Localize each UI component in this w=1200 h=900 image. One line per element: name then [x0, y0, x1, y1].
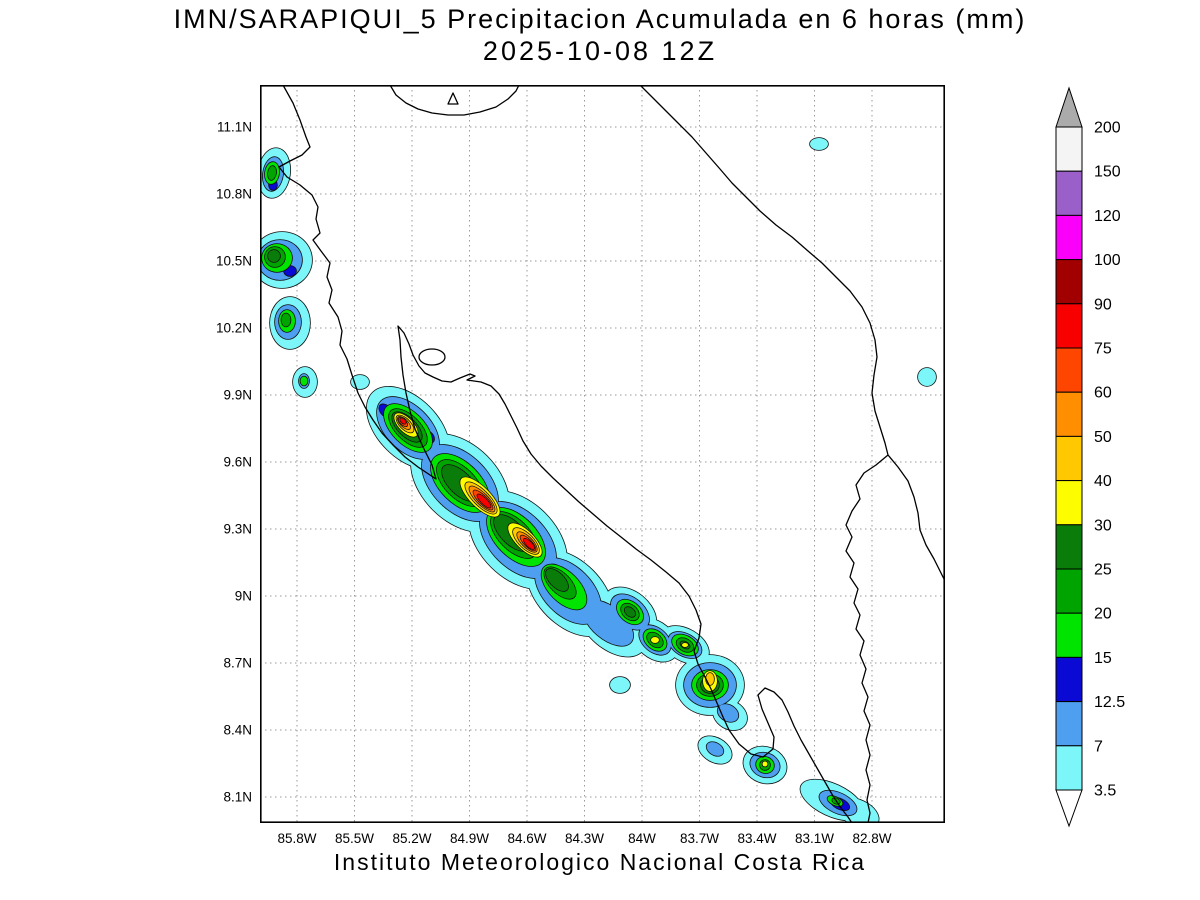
precip-cell-75-90: [400, 418, 406, 424]
island-triangle: [447, 92, 459, 105]
colorbar-segment: [1055, 259, 1083, 305]
lon-tick-label: 83.4W: [737, 831, 777, 846]
lon-tick-label: 83.7W: [679, 831, 720, 846]
colorbar-label: 25: [1094, 562, 1112, 579]
precip-cell-3.5-7: [810, 138, 828, 150]
precip-cell-40-50: [706, 673, 714, 685]
colorbar-segment: [1055, 524, 1083, 570]
precip-cell-30-40: [762, 761, 768, 767]
precip-cell-30-40: [682, 643, 688, 647]
colorbar-segment: [1055, 701, 1083, 747]
chart-subtitle-datetime: 2025-10-08 12Z: [482, 36, 718, 66]
lon-tick-label: 84.9W: [449, 831, 490, 846]
lat-tick-label: 8.7N: [223, 655, 252, 671]
colorbar-label: 40: [1094, 473, 1112, 490]
lat-tick-label: 10.5N: [215, 253, 252, 269]
lat-tick-label: 9.3N: [223, 521, 252, 537]
chart-title: IMN/SARAPIQUI_5 Precipitacion Acumulada …: [173, 4, 1027, 34]
colorbar-segment: [1055, 656, 1083, 703]
colorbar-label: 3.5: [1094, 783, 1116, 800]
colorbar-segment: [1055, 480, 1083, 526]
colorbar-segment: [1055, 347, 1083, 393]
footer-attribution: Instituto Meteorologico Nacional Costa R…: [333, 849, 867, 875]
colorbar-segment: [1055, 170, 1083, 216]
colorbar-segment: [1055, 612, 1083, 658]
colorbar-segment: [1055, 214, 1083, 261]
lon-tick-label: 84.3W: [564, 831, 605, 846]
precipitation-shading: [251, 137, 937, 829]
colorbar-label: 150: [1094, 164, 1121, 181]
precip-cell-20-25: [281, 313, 291, 327]
map-canvas: [251, 84, 946, 829]
precip-cell-75-90: [477, 494, 491, 508]
colorbar-scale: 200 150 120 100 90 75 60 50 40 30 25 20 15 12.5 7 3.5: [1055, 86, 1125, 828]
coastline-caribbean-border: [639, 84, 889, 824]
colorbar-segment: [1055, 435, 1083, 482]
precip-cell-7-12.5: [582, 600, 634, 646]
colorbar-segment: [1055, 303, 1083, 349]
precip-cell-20-25: [267, 166, 277, 180]
precip-cell-25-30: [545, 568, 569, 592]
coastline-layer: [260, 84, 946, 824]
lon-tick-label: 83.1W: [794, 831, 835, 846]
lon-tick-label: 82.8W: [852, 831, 892, 846]
chira-island: [418, 348, 446, 366]
map-border: [260, 85, 946, 824]
lon-tick-label: 85.8W: [277, 831, 317, 846]
colorbar-segment: [1055, 126, 1083, 172]
colorbar-segment: [1055, 391, 1083, 437]
lon-tick-label: 84W: [628, 831, 656, 846]
colorbar: 200 150 120 100 90 75 60 50 40 30 25 20 15 12.5 7 3.5: [1055, 86, 1125, 828]
precip-cell-7-12.5: [706, 742, 724, 756]
colorbar-label: 120: [1094, 208, 1121, 225]
lon-tick-label: 85.5W: [334, 831, 375, 846]
precip-cell-3.5-7: [918, 368, 936, 386]
precip-cell-3.5-7: [610, 677, 630, 693]
colorbar-segment: [1055, 745, 1083, 791]
colorbar-label: 50: [1094, 429, 1112, 446]
coastline-panama: [887, 454, 946, 582]
colorbar-label: 100: [1094, 252, 1121, 269]
colorbar-label: 200: [1094, 120, 1121, 137]
lat-tick-label: 9N: [234, 588, 252, 604]
colorbar-label: 12.5: [1094, 694, 1125, 711]
grid-lines: [260, 85, 945, 823]
lat-tick-label: 8.4N: [223, 722, 252, 738]
lon-tick-label: 85.2W: [392, 831, 432, 846]
colorbar-segment: [1055, 568, 1083, 614]
colorbar-below-min-triangle: [1055, 789, 1083, 828]
colorbar-label: 60: [1094, 385, 1112, 402]
lake-nicaragua-shore: [389, 84, 520, 116]
precip-cell-30-40: [651, 637, 659, 643]
colorbar-label: 15: [1094, 650, 1112, 667]
lat-tick-label: 11.1N: [216, 119, 252, 135]
precip-cell-75-90: [523, 538, 535, 550]
lon-tick-label: 84.6W: [507, 831, 547, 846]
precip-cell-25-30: [268, 250, 280, 262]
lat-tick-label: 8.1N: [223, 789, 252, 805]
colorbar-label: 20: [1094, 606, 1112, 623]
precip-cell-25-30: [624, 607, 636, 617]
colorbar-above-max-triangle: [1055, 86, 1083, 128]
lat-tick-label: 10.2N: [215, 320, 252, 336]
map-plot-area: [251, 84, 946, 829]
precip-cell-15-20: [300, 376, 308, 386]
lat-tick-label: 9.6N: [223, 454, 252, 470]
colorbar-label: 7: [1094, 738, 1103, 755]
colorbar-label: 75: [1094, 341, 1112, 358]
colorbar-label: 90: [1094, 296, 1112, 313]
colorbar-label: 30: [1094, 517, 1112, 534]
coastline-pacific: [278, 84, 853, 824]
lat-tick-label: 10.8N: [215, 186, 252, 202]
lat-tick-label: 9.9N: [223, 387, 252, 403]
